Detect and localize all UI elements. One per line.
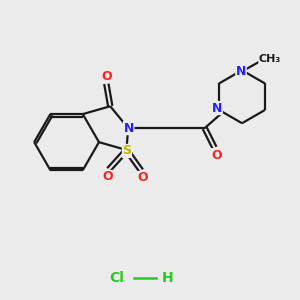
Text: O: O bbox=[211, 148, 222, 162]
Text: N: N bbox=[124, 122, 134, 135]
Text: S: S bbox=[122, 145, 131, 158]
Text: O: O bbox=[103, 170, 113, 184]
Text: Cl: Cl bbox=[109, 271, 124, 285]
Text: CH₃: CH₃ bbox=[259, 54, 281, 64]
Text: O: O bbox=[138, 172, 148, 184]
Text: O: O bbox=[101, 70, 112, 83]
Text: H: H bbox=[162, 271, 173, 285]
Text: N: N bbox=[236, 65, 246, 78]
Text: N: N bbox=[212, 101, 222, 115]
